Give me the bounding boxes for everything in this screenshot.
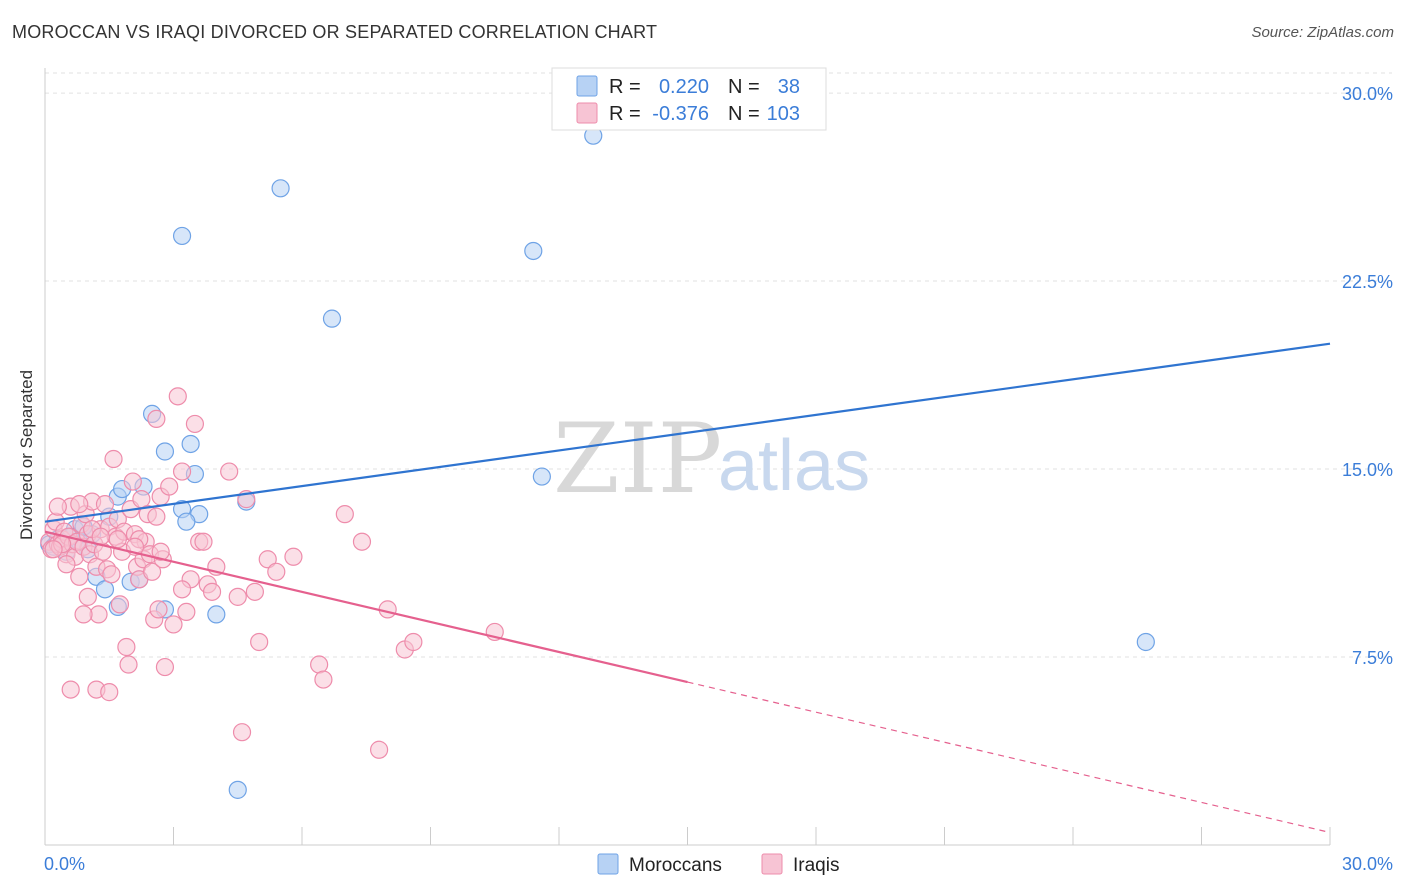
point-iraqis — [151, 542, 170, 561]
point-iraqis — [177, 602, 196, 622]
chart-title: MOROCCAN VS IRAQI DIVORCED OR SEPARATED … — [12, 22, 658, 42]
point-iraqis — [250, 632, 269, 652]
point-iraqis — [258, 550, 277, 569]
stats-legend-box — [551, 67, 827, 131]
point-moroccans — [271, 179, 290, 198]
legend-n-label-moroccans: N = — [728, 76, 760, 98]
point-moroccans — [322, 309, 342, 328]
point-iraqis — [168, 387, 187, 406]
point-iraqis — [267, 562, 286, 581]
point-iraqis — [149, 600, 168, 619]
point-iraqis — [100, 683, 119, 702]
point-moroccans — [181, 434, 200, 454]
point-iraqis — [155, 657, 175, 677]
stats-legend: R = 0.220 N = 38 R = -0.376 N = 103 — [551, 67, 827, 131]
point-iraqis — [172, 580, 192, 599]
point-moroccans — [207, 605, 226, 624]
point-iraqis — [310, 655, 329, 674]
point-iraqis — [117, 637, 136, 657]
point-moroccans — [532, 467, 551, 486]
point-iraqis — [78, 587, 97, 606]
point-iraqis — [172, 462, 192, 481]
legend-n-label-iraqis: N = — [728, 103, 760, 125]
point-moroccans — [155, 442, 175, 461]
legend-swatch-moroccans — [576, 75, 598, 97]
legend-r-value-iraqis: -0.376 — [652, 103, 709, 125]
y-tick-labels: 7.5% 15.0% 22.5% 30.0% — [1342, 84, 1393, 668]
point-iraqis — [147, 507, 166, 526]
legend-r-label-moroccans: R = — [609, 76, 641, 98]
point-iraqis — [164, 615, 183, 634]
bottom-legend-swatch-moroccans — [597, 853, 619, 875]
watermark-zip-text: ZIP — [553, 403, 722, 515]
point-iraqis — [352, 532, 372, 551]
point-iraqis — [104, 449, 123, 469]
point-iraqis — [194, 532, 213, 551]
legend-r-value-moroccans: 0.220 — [659, 76, 709, 98]
trend-lines — [44, 342, 1331, 834]
point-iraqis — [245, 582, 264, 601]
point-iraqis — [57, 555, 76, 574]
point-moroccans — [228, 780, 247, 799]
point-iraqis — [232, 723, 252, 742]
point-moroccans — [524, 241, 543, 261]
y-tick-label: 30.0% — [1342, 84, 1393, 104]
y-tick-label: 15.0% — [1342, 460, 1393, 480]
point-iraqis — [220, 462, 239, 481]
legend-n-value-moroccans: 38 — [778, 76, 800, 98]
point-iraqis — [147, 409, 166, 429]
point-iraqis — [48, 497, 67, 516]
watermark: ZIP atlas — [553, 403, 870, 515]
trend-line-extension-iraqis — [687, 681, 1331, 834]
point-iraqis — [185, 414, 205, 434]
point-iraqis — [228, 587, 247, 606]
point-iraqis — [132, 490, 151, 509]
point-iraqis — [70, 495, 89, 514]
y-tick-label: 7.5% — [1352, 648, 1393, 668]
point-iraqis — [102, 565, 121, 584]
point-iraqis — [61, 680, 80, 699]
watermark-atlas-text: atlas — [718, 426, 870, 506]
bottom-legend-label-iraqis: Iraqis — [793, 855, 839, 876]
bottom-legend-label-moroccans: Moroccans — [629, 855, 722, 876]
point-iraqis — [370, 740, 389, 759]
series-legend: Moroccans Iraqis — [597, 853, 839, 876]
x-tick-label-min: 0.0% — [44, 854, 85, 874]
point-moroccans — [95, 580, 115, 599]
point-iraqis — [110, 595, 130, 614]
trend-line-moroccans — [44, 342, 1331, 523]
point-iraqis — [123, 472, 142, 491]
x-tick-label-max: 30.0% — [1342, 854, 1393, 874]
point-iraqis — [119, 655, 138, 674]
gridlines — [45, 72, 1392, 658]
point-moroccans — [1136, 632, 1155, 652]
legend-r-label-iraqis: R = — [609, 103, 641, 125]
point-iraqis — [404, 632, 423, 652]
point-iraqis — [335, 505, 354, 524]
axes — [44, 68, 1331, 846]
x-tick-labels: 0.0% 30.0% — [44, 854, 1393, 874]
legend-swatch-iraqis — [576, 102, 598, 124]
legend-n-value-iraqis: 103 — [767, 103, 800, 125]
bottom-legend-swatch-iraqis — [761, 853, 783, 875]
point-iraqis — [142, 562, 162, 581]
point-iraqis — [95, 495, 115, 514]
point-moroccans — [172, 226, 192, 246]
point-iraqis — [74, 605, 93, 624]
point-moroccans — [177, 512, 196, 531]
trend-line-iraqis — [44, 530, 688, 684]
point-iraqis — [202, 582, 222, 601]
point-iraqis — [70, 567, 89, 586]
point-iraqis — [314, 670, 333, 689]
point-iraqis — [108, 530, 127, 549]
y-tick-label: 22.5% — [1342, 272, 1393, 292]
point-iraqis — [284, 547, 303, 566]
point-iraqis — [160, 477, 179, 496]
point-iraqis — [44, 540, 63, 559]
source-label: Source: ZipAtlas.com — [1251, 24, 1394, 41]
